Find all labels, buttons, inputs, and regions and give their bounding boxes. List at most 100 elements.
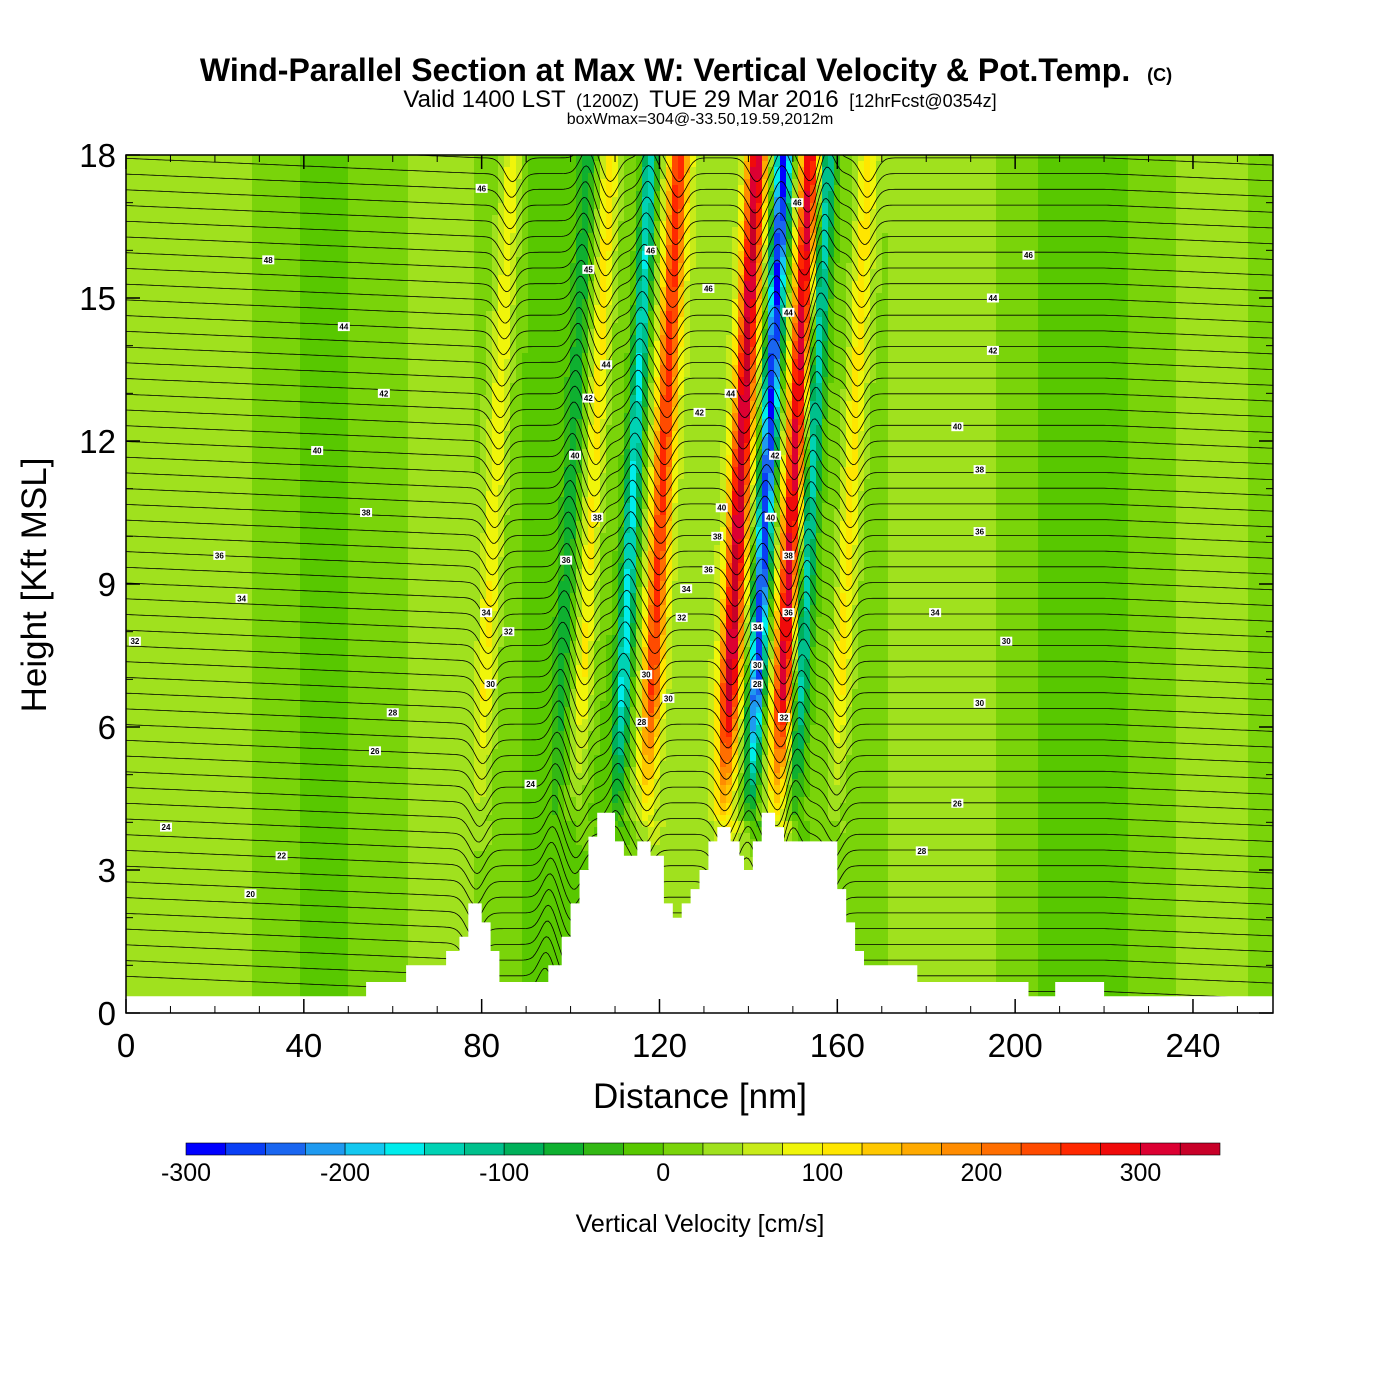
w-cell <box>606 389 613 396</box>
w-cell <box>852 395 859 402</box>
w-cell <box>654 359 661 366</box>
w-cell <box>846 413 853 420</box>
w-cell <box>822 239 829 246</box>
w-cell <box>840 563 847 570</box>
w-cell <box>666 197 673 204</box>
w-cell <box>756 329 763 336</box>
w-cell <box>606 197 613 204</box>
w-cell <box>690 329 733 336</box>
w-cell <box>738 227 745 234</box>
w-cell <box>612 629 619 636</box>
w-cell <box>672 155 679 162</box>
w-cell <box>660 287 667 294</box>
w-cell <box>648 359 655 366</box>
w-cell <box>630 521 637 528</box>
w-cell <box>1038 425 1129 432</box>
w-cell <box>1248 233 1273 240</box>
w-cell <box>774 569 781 576</box>
w-cell <box>870 383 889 390</box>
w-cell <box>648 413 655 420</box>
w-cell <box>300 323 349 330</box>
w-cell <box>816 623 835 630</box>
w-cell <box>822 221 829 228</box>
w-cell <box>522 539 559 546</box>
w-cell <box>570 383 583 390</box>
w-cell <box>660 233 667 240</box>
w-cell <box>654 623 661 630</box>
w-cell <box>1248 371 1273 378</box>
w-cell <box>126 641 253 648</box>
w-cell <box>666 329 673 336</box>
w-cell <box>1128 203 1177 210</box>
w-cell <box>798 329 805 336</box>
w-cell <box>738 539 745 546</box>
w-cell <box>888 527 997 534</box>
w-cell <box>654 443 661 450</box>
w-cell <box>636 293 643 300</box>
w-cell <box>588 635 595 642</box>
w-cell <box>552 641 559 648</box>
w-cell <box>852 287 859 294</box>
w-cell <box>792 443 799 450</box>
w-cell <box>300 167 349 174</box>
w-cell <box>804 311 811 318</box>
w-cell <box>888 395 997 402</box>
w-cell <box>792 287 799 294</box>
w-cell <box>786 593 793 600</box>
w-cell <box>852 221 859 228</box>
w-cell <box>1128 263 1177 270</box>
w-cell <box>780 425 787 432</box>
w-cell <box>834 239 841 246</box>
w-cell <box>996 497 1039 504</box>
w-cell <box>678 509 721 516</box>
w-cell <box>600 443 607 450</box>
w-cell <box>408 323 475 330</box>
w-cell <box>666 611 673 618</box>
w-cell <box>780 617 793 624</box>
w-cell <box>576 233 589 240</box>
w-cell <box>1128 611 1177 618</box>
w-cell <box>588 491 601 498</box>
w-cell <box>606 155 613 162</box>
w-cell <box>672 473 679 480</box>
w-cell <box>498 293 511 300</box>
w-cell <box>660 437 667 444</box>
w-cell <box>486 563 499 570</box>
w-cell <box>1176 599 1249 606</box>
w-cell <box>498 593 505 600</box>
w-cell <box>774 317 781 324</box>
w-cell <box>594 629 601 636</box>
w-cell <box>846 305 853 312</box>
w-cell <box>576 611 583 618</box>
w-cell <box>1128 425 1177 432</box>
w-cell <box>126 287 253 294</box>
w-cell <box>816 629 829 636</box>
w-cell <box>810 395 817 402</box>
w-cell <box>750 173 763 180</box>
w-cell <box>1038 653 1129 660</box>
w-cell <box>876 227 997 234</box>
w-cell <box>348 269 409 276</box>
w-cell <box>300 509 349 516</box>
w-cell <box>504 557 523 564</box>
w-cell <box>798 269 811 276</box>
w-cell <box>1038 161 1129 168</box>
w-cell <box>660 467 667 474</box>
w-cell <box>654 473 661 480</box>
w-cell <box>756 335 763 342</box>
w-cell <box>690 353 727 360</box>
w-cell <box>600 479 607 486</box>
w-cell <box>126 521 253 528</box>
w-cell <box>570 425 577 432</box>
w-cell <box>618 263 631 270</box>
w-cell <box>636 371 643 378</box>
w-cell <box>126 347 253 354</box>
w-cell <box>636 587 643 594</box>
w-cell <box>348 533 409 540</box>
w-cell <box>840 479 847 486</box>
w-cell <box>1038 329 1129 336</box>
w-cell <box>612 161 619 168</box>
w-cell <box>654 527 667 534</box>
w-cell <box>582 437 589 444</box>
w-cell <box>252 167 301 174</box>
